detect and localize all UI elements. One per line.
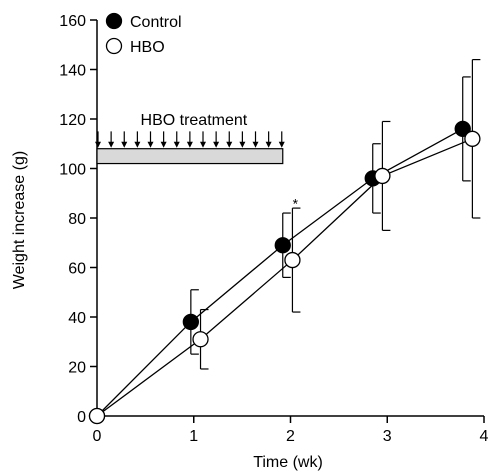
y-tick-label: 60 <box>68 261 86 278</box>
legend-label-hbo: HBO <box>130 39 165 56</box>
treatment-arrow-head <box>173 141 180 148</box>
legend-marker-hbo <box>105 37 123 55</box>
treatment-arrow-head <box>200 141 207 148</box>
data-point <box>284 251 301 269</box>
y-tick-label: 160 <box>59 13 86 30</box>
treatment-label: HBO treatment <box>141 112 248 129</box>
treatment-arrow-head <box>95 141 101 148</box>
treatment-arrow-head <box>147 141 154 148</box>
treatment-arrow-head <box>226 141 233 148</box>
series-hbo <box>88 58 481 425</box>
treatment-arrow-head <box>213 141 220 148</box>
data-point <box>374 167 391 185</box>
data-point <box>464 130 481 147</box>
treatment-arrow-head <box>108 141 115 148</box>
series-line <box>96 128 464 417</box>
x-axis-label: Time (wk) <box>253 454 323 471</box>
legend-marker-control <box>105 12 123 30</box>
y-tick-label: 40 <box>68 310 86 327</box>
legend-label-control: Control <box>130 14 182 31</box>
x-tick-label: 0 <box>93 428 102 445</box>
y-axis-label: Weight increase (g) <box>11 151 28 289</box>
y-tick-label: 120 <box>59 112 86 129</box>
y-tick-label: 20 <box>68 360 86 377</box>
treatment-arrow-head <box>186 141 193 148</box>
data-point <box>182 313 199 331</box>
significance-marker: * <box>293 196 299 212</box>
x-tick-label: 2 <box>286 428 295 445</box>
x-tick-label: 4 <box>480 428 489 445</box>
treatment-arrow-head <box>121 141 128 148</box>
treatment-arrow-head <box>278 141 285 148</box>
y-tick-label: 80 <box>68 211 86 228</box>
data-point <box>192 331 209 348</box>
treatment-arrow-head <box>252 141 259 148</box>
axes: 0 20 40 60 80 100 120 140 160 0 1 2 3 4 <box>59 13 488 445</box>
treatment-bar <box>96 148 284 165</box>
treatment-annotation: HBO treatment * <box>95 112 299 212</box>
treatment-arrow-head <box>134 141 141 148</box>
x-tick-label: 1 <box>189 428 198 445</box>
data-point <box>454 120 471 138</box>
legend: Control HBO <box>105 12 182 56</box>
treatment-arrow-head <box>265 141 272 148</box>
series-layer <box>88 58 481 425</box>
treatment-arrow-head <box>239 141 246 148</box>
y-tick-label: 140 <box>59 63 86 80</box>
x-tick-label: 3 <box>383 428 392 445</box>
treatment-arrow-head <box>160 141 167 148</box>
y-tick-label: 100 <box>59 162 86 179</box>
data-point <box>274 237 291 254</box>
data-point <box>88 407 106 425</box>
y-tick-label: 0 <box>77 409 86 426</box>
